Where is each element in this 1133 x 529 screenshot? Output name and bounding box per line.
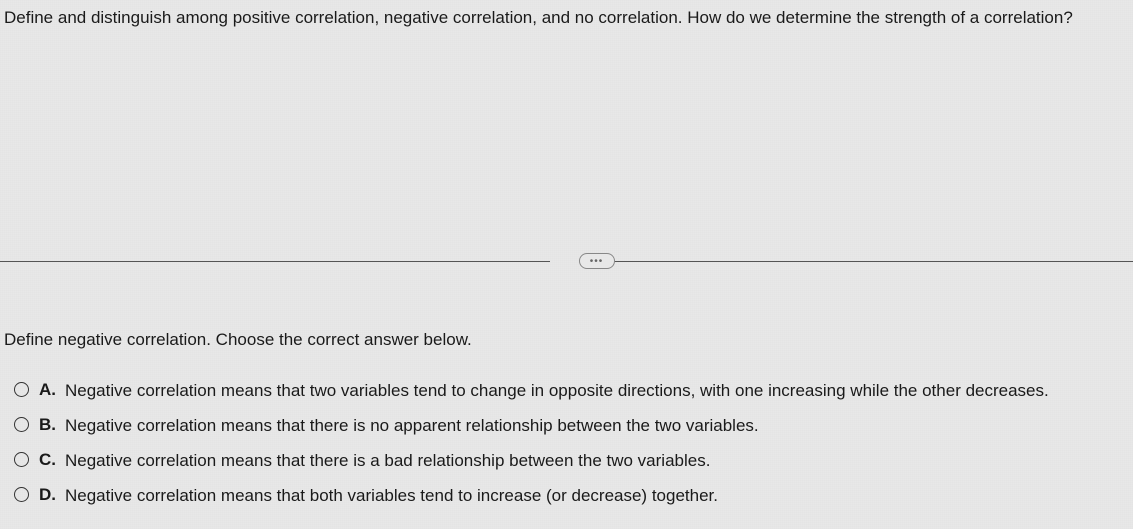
question-header: Define and distinguish among positive co… [0,0,1133,30]
option-b[interactable]: B. Negative correlation means that there… [14,415,1123,437]
option-a[interactable]: A. Negative correlation means that two v… [14,380,1123,402]
option-c-text: Negative correlation means that there is… [65,450,710,472]
option-d-text: Negative correlation means that both var… [65,485,718,507]
radio-b[interactable] [14,417,29,432]
divider-line-left [0,261,550,262]
option-d-letter: D. [39,485,59,505]
section-divider: ••• [0,253,1133,269]
divider-line-right [584,261,1133,262]
answer-options: A. Negative correlation means that two v… [14,380,1123,520]
radio-c[interactable] [14,452,29,467]
radio-d[interactable] [14,487,29,502]
option-a-text: Negative correlation means that two vari… [65,380,1049,402]
option-a-letter: A. [39,380,59,400]
option-b-text: Negative correlation means that there is… [65,415,759,437]
option-b-letter: B. [39,415,59,435]
sub-question-prompt: Define negative correlation. Choose the … [4,330,472,350]
option-d[interactable]: D. Negative correlation means that both … [14,485,1123,507]
radio-a[interactable] [14,382,29,397]
option-c[interactable]: C. Negative correlation means that there… [14,450,1123,472]
divider-badge[interactable]: ••• [579,253,615,269]
option-c-letter: C. [39,450,59,470]
